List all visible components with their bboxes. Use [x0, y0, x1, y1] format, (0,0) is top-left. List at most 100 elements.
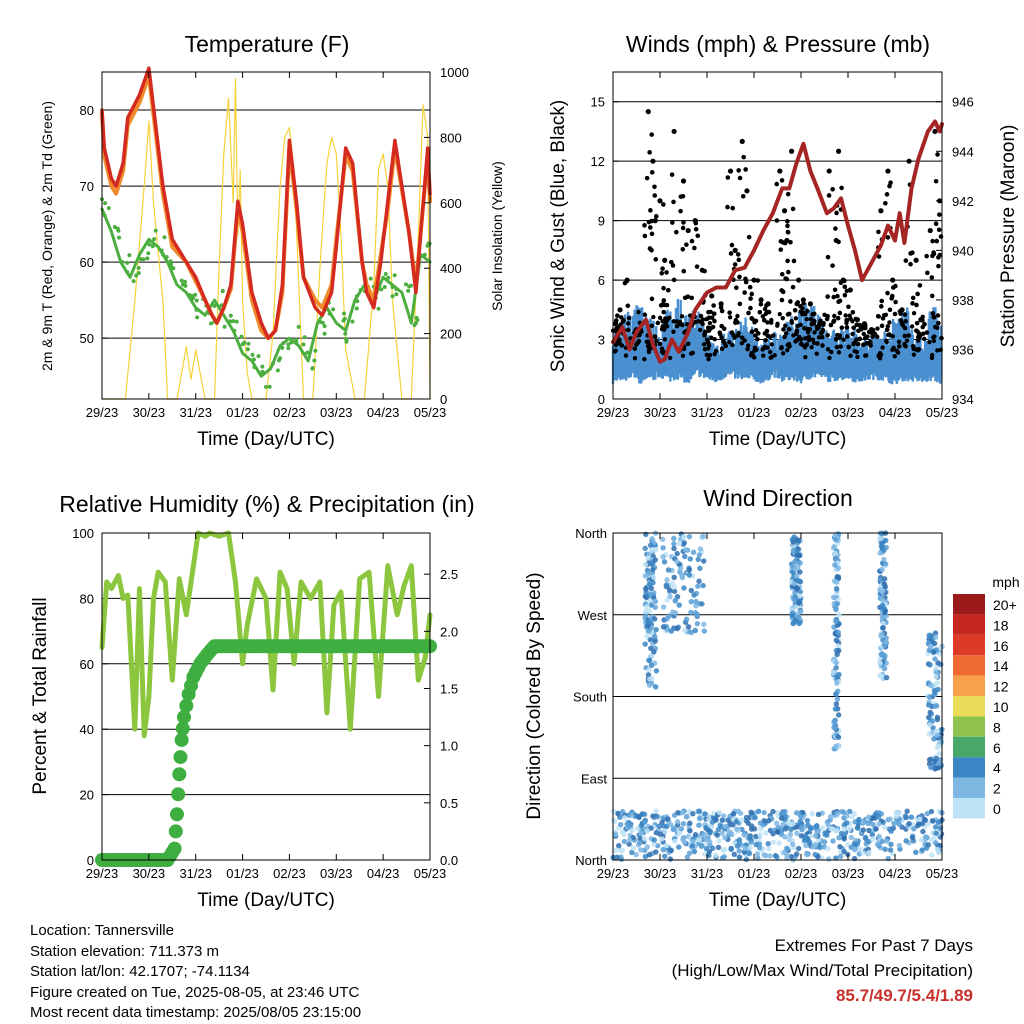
gust-point [781, 208, 788, 214]
extremes-summary: Extremes For Past 7 Days (High/Low/Max W… [672, 933, 973, 1008]
direction-point [664, 597, 670, 603]
gust-point [735, 313, 740, 319]
gust-point [725, 204, 730, 210]
gust-point [642, 357, 647, 362]
direction-point [827, 813, 834, 820]
dewpoint-point [153, 228, 158, 233]
direction-point [789, 841, 796, 848]
direction-point [645, 555, 651, 561]
direction-point [932, 630, 939, 636]
gust-point [765, 345, 770, 350]
gust-point [780, 351, 786, 356]
direction-point [643, 531, 649, 537]
gust-point [704, 337, 710, 342]
gust-point [784, 276, 790, 282]
direction-point [835, 629, 842, 636]
direction-point [836, 835, 842, 841]
direction-point [757, 820, 764, 826]
gust-point [758, 301, 764, 307]
direction-point [832, 706, 839, 712]
direction-point [686, 572, 693, 578]
gust-point [850, 331, 855, 337]
direction-point [851, 810, 858, 817]
dewpoint-point [390, 285, 395, 290]
direction-point [661, 559, 668, 565]
x-tick-label: 01/23 [226, 405, 259, 420]
direction-point [642, 561, 649, 568]
gust-point [853, 316, 858, 322]
direction-point [701, 832, 708, 838]
gust-point [786, 269, 791, 275]
dewpoint-point [106, 206, 111, 211]
gust-point [878, 208, 884, 214]
gust-point [785, 223, 790, 229]
direction-point [823, 831, 830, 837]
gust-point [861, 331, 867, 337]
gust-point [920, 314, 925, 319]
direction-point [652, 634, 658, 640]
y-tick-label: 15 [591, 95, 605, 110]
direction-point [790, 539, 796, 545]
x-tick-label: 29/23 [597, 866, 630, 881]
direction-point [879, 650, 885, 657]
gust-point [784, 331, 789, 336]
legend-label: 10 [993, 699, 1009, 715]
direction-point [653, 626, 659, 633]
gust-point [665, 287, 671, 293]
direction-point [879, 838, 886, 845]
legend-label: 6 [993, 740, 1001, 756]
gust-point [617, 307, 623, 313]
legend-label: 0 [993, 801, 1001, 817]
y2-tick-label: 400 [440, 261, 462, 276]
direction-point [731, 851, 737, 858]
direction-point [815, 811, 822, 818]
dewpoint-point [250, 352, 255, 357]
direction-point [753, 841, 759, 848]
direction-point [765, 818, 772, 824]
direction-point [928, 682, 934, 689]
legend-swatch [953, 798, 985, 819]
gust-point [753, 318, 759, 324]
gust-point [659, 349, 665, 354]
direction-point [758, 826, 764, 832]
gust-point [936, 255, 941, 260]
dewpoint-point [141, 257, 146, 262]
direction-point [882, 561, 889, 567]
dewpoint-point [341, 318, 346, 323]
precip-point [168, 824, 183, 839]
x-tick-label: 31/23 [691, 405, 724, 420]
gust-point [845, 334, 850, 339]
dewpoint-point [119, 259, 124, 264]
direction-point [873, 826, 879, 832]
dewpoint-point [281, 340, 286, 345]
gust-point [661, 285, 666, 291]
direction-point [841, 815, 847, 821]
x-tick-label: 31/23 [691, 866, 724, 881]
gust-point [843, 313, 848, 318]
direction-point [770, 808, 776, 815]
gust-point [711, 311, 717, 317]
humidity-precip-chart: 0 20 40 60 80 100 0.0 0.5 1.0 1.5 2.0 2.5 29/23 30/23… [30, 491, 475, 911]
direction-point [887, 816, 893, 822]
x-tick-label: 30/23 [644, 866, 677, 881]
x-tick-label: 05/23 [926, 866, 959, 881]
direction-point [835, 734, 842, 740]
gust-point [832, 287, 838, 293]
direction-point [767, 827, 774, 834]
legend-label: 14 [993, 658, 1009, 674]
direction-point [877, 660, 883, 666]
gust-point [689, 238, 695, 244]
gust-point [838, 344, 843, 349]
gust-point [824, 316, 830, 322]
gust-point [653, 214, 659, 219]
gust-point [890, 347, 895, 352]
direction-point [767, 853, 773, 859]
direction-point [664, 616, 670, 622]
pressure-line [611, 119, 944, 364]
gust-point [915, 338, 921, 343]
direction-point [662, 829, 668, 835]
gust-point [653, 257, 659, 262]
direction-point [926, 731, 932, 737]
gust-point [771, 333, 776, 338]
